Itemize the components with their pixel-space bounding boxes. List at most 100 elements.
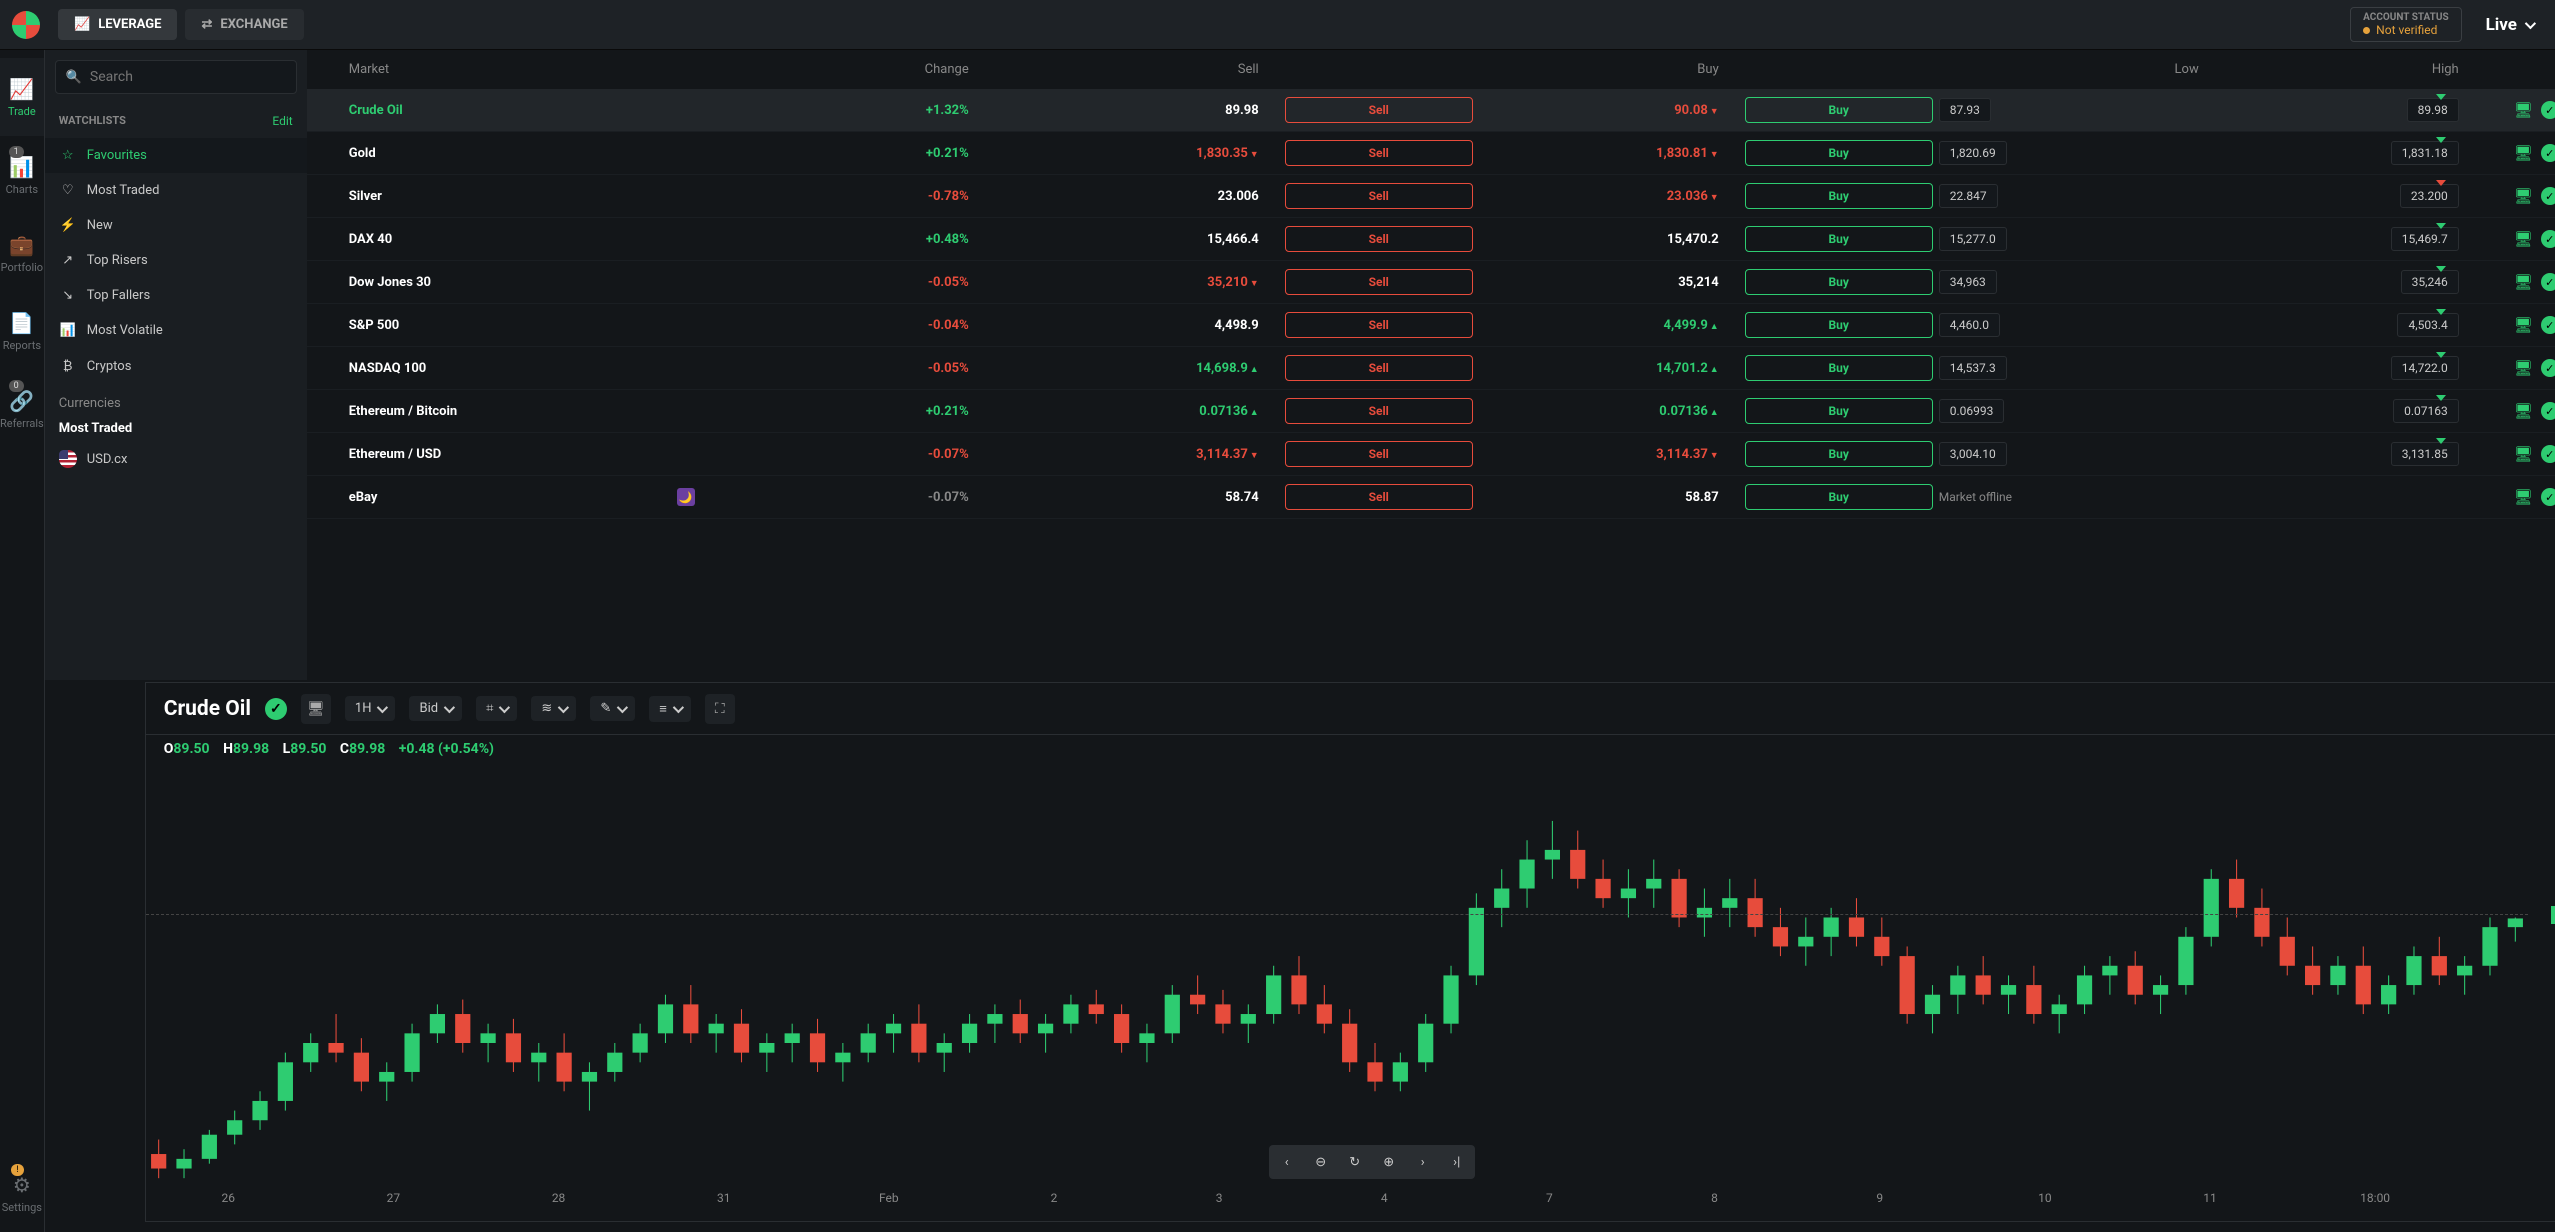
change-value: -0.05% [729, 361, 989, 376]
zoom-out[interactable]: ⊖ [1306, 1148, 1336, 1176]
wl-item-top-risers[interactable]: ↗Top Risers [45, 243, 307, 278]
nav-reset[interactable]: ↻ [1340, 1148, 1370, 1176]
check-icon[interactable]: ✓ [2541, 488, 2555, 506]
check-icon[interactable]: ✓ [2541, 187, 2555, 205]
table-row[interactable]: 🌙 eBay -0.07% 58.74 Sell 58.87 Buy Marke… [307, 476, 2555, 519]
sell-button[interactable]: Sell [1285, 355, 1473, 381]
table-row[interactable]: Gold +0.21% 1,830.35▼ Sell 1,830.81▼ Buy… [307, 132, 2555, 175]
table-row[interactable]: S&P 500 -0.04% 4,498.9 Sell 4,499.9▲ Buy… [307, 304, 2555, 347]
fullscreen-icon[interactable]: ⛶ [705, 694, 735, 724]
monitor-icon[interactable]: 🖥 [2514, 144, 2533, 162]
table-row[interactable]: Ethereum / Bitcoin +0.21% 0.07136▲ Sell … [307, 390, 2555, 433]
buy-button[interactable]: Buy [1745, 398, 1933, 424]
check-icon[interactable]: ✓ [2541, 144, 2555, 162]
buy-button[interactable]: Buy [1745, 269, 1933, 295]
topbar: 📈 LEVERAGE ⇄ EXCHANGE ACCOUNT STATUS Not… [0, 0, 2555, 50]
account-status-box[interactable]: ACCOUNT STATUS Not verified [2350, 7, 2461, 42]
table-row[interactable]: Silver -0.78% 23.006 Sell 23.036▼ Buy 22… [307, 175, 2555, 218]
check-icon[interactable]: ✓ [2541, 445, 2555, 463]
monitor-icon[interactable]: 🖥 [2514, 187, 2533, 205]
monitor-icon[interactable]: 🖥 [301, 694, 331, 724]
monitor-icon[interactable]: 🖥 [2514, 488, 2533, 506]
buy-price: 0.07136▲ [1479, 404, 1739, 419]
edit-watchlists[interactable]: Edit [272, 114, 292, 128]
check-icon[interactable]: ✓ [2541, 230, 2555, 248]
sell-button[interactable]: Sell [1285, 398, 1473, 424]
check-icon[interactable]: ✓ [2541, 316, 2555, 334]
table-row[interactable]: Ethereum / USD -0.07% 3,114.37▼ Sell 3,1… [307, 433, 2555, 476]
buy-button[interactable]: Buy [1745, 183, 1933, 209]
nav-last[interactable]: ›| [1442, 1148, 1472, 1176]
rail-badge: 1 [9, 146, 24, 158]
sell-button[interactable]: Sell [1285, 484, 1473, 510]
check-icon[interactable]: ✓ [2541, 402, 2555, 420]
buy-button[interactable]: Buy [1745, 441, 1933, 467]
buy-button[interactable]: Buy [1745, 484, 1933, 510]
sell-button[interactable]: Sell [1285, 269, 1473, 295]
wl-icon: ₿ [59, 358, 77, 374]
monitor-icon[interactable]: 🖥 [2514, 445, 2533, 463]
wl-item-most-volatile[interactable]: 📊Most Volatile [45, 313, 307, 348]
buy-button[interactable]: Buy [1745, 312, 1933, 338]
buy-button[interactable]: Buy [1745, 355, 1933, 381]
buy-button[interactable]: Buy [1745, 97, 1933, 123]
sell-button[interactable]: Sell [1285, 183, 1473, 209]
sell-button[interactable]: Sell [1285, 226, 1473, 252]
timeframe-selector[interactable]: 1H [345, 696, 396, 721]
sell-button[interactable]: Sell [1285, 97, 1473, 123]
wl-item-cryptos[interactable]: ₿Cryptos [45, 348, 307, 384]
x-axis: 26272831Feb234789101118:00 [146, 1183, 2458, 1221]
tab-exchange[interactable]: ⇄ EXCHANGE [185, 9, 303, 40]
drawing-selector[interactable]: ✎ [590, 696, 635, 721]
rail-settings[interactable]: ! ⚙ Settings [0, 1154, 44, 1232]
zoom-in[interactable]: ⊕ [1374, 1148, 1404, 1176]
wl-item-new[interactable]: ⚡New [45, 208, 307, 243]
chevron-down-icon [499, 701, 510, 712]
sell-button[interactable]: Sell [1285, 312, 1473, 338]
wl-item-most-traded[interactable]: ♡Most Traded [45, 173, 307, 208]
layers-selector[interactable]: ≡ [649, 696, 691, 722]
monitor-icon[interactable]: 🖥 [2514, 230, 2533, 248]
table-row[interactable]: Dow Jones 30 -0.05% 35,210▼ Sell 35,214 … [307, 261, 2555, 304]
table-row[interactable]: NASDAQ 100 -0.05% 14,698.9▲ Sell 14,701.… [307, 347, 2555, 390]
buy-button[interactable]: Buy [1745, 140, 1933, 166]
search-box[interactable]: 🔍 [55, 60, 297, 94]
rail-reports[interactable]: 📄Reports [0, 292, 44, 370]
rail-charts[interactable]: 1📊Charts [0, 136, 44, 214]
chart-type-selector[interactable]: ⌗ [476, 696, 517, 721]
change-value: +0.21% [729, 146, 989, 161]
buy-button[interactable]: Buy [1745, 226, 1933, 252]
check-icon[interactable]: ✓ [2541, 101, 2555, 119]
low-value: 4,460.0 [1939, 313, 2000, 337]
mode-selector[interactable]: Live [2476, 9, 2543, 41]
app-logo [12, 11, 40, 39]
monitor-icon[interactable]: 🖥 [2514, 316, 2533, 334]
indicators-selector[interactable]: ≋ [531, 696, 576, 721]
table-row[interactable]: DAX 40 +0.48% 15,466.4 Sell 15,470.2 Buy… [307, 218, 2555, 261]
sell-button[interactable]: Sell [1285, 140, 1473, 166]
monitor-icon[interactable]: 🖥 [2514, 101, 2533, 119]
monitor-icon[interactable]: 🖥 [2514, 273, 2533, 291]
rail-badge: 0 [9, 380, 24, 392]
side-selector[interactable]: Bid [409, 696, 462, 721]
rail-referrals[interactable]: 0🔗Referrals [0, 370, 44, 448]
tab-leverage[interactable]: 📈 LEVERAGE [58, 9, 177, 40]
check-icon[interactable]: ✓ [265, 698, 287, 720]
check-icon[interactable]: ✓ [2541, 359, 2555, 377]
table-row[interactable]: Crude Oil +1.32% 89.98 Sell 90.08▼ Buy 8… [307, 89, 2555, 132]
wl-item-favourites[interactable]: ☆Favourites [45, 138, 307, 173]
nav-next[interactable]: › [1408, 1148, 1438, 1176]
monitor-icon[interactable]: 🖥 [2514, 359, 2533, 377]
search-input[interactable] [90, 69, 286, 85]
chart-area[interactable]: 26272831Feb234789101118:00 93.0092.0091.… [146, 763, 2555, 1221]
wl-currency[interactable]: USD.cx [45, 442, 307, 476]
rail-portfolio[interactable]: 💼Portfolio [0, 214, 44, 292]
sell-button[interactable]: Sell [1285, 441, 1473, 467]
nav-prev[interactable]: ‹ [1272, 1148, 1302, 1176]
sell-price: 23.006 [989, 189, 1279, 204]
wl-item-top-fallers[interactable]: ↘Top Fallers [45, 278, 307, 313]
check-icon[interactable]: ✓ [2541, 273, 2555, 291]
monitor-icon[interactable]: 🖥 [2514, 402, 2533, 420]
wl-sub[interactable]: Most Traded [45, 415, 307, 442]
rail-trade[interactable]: 📈Trade [0, 58, 44, 136]
